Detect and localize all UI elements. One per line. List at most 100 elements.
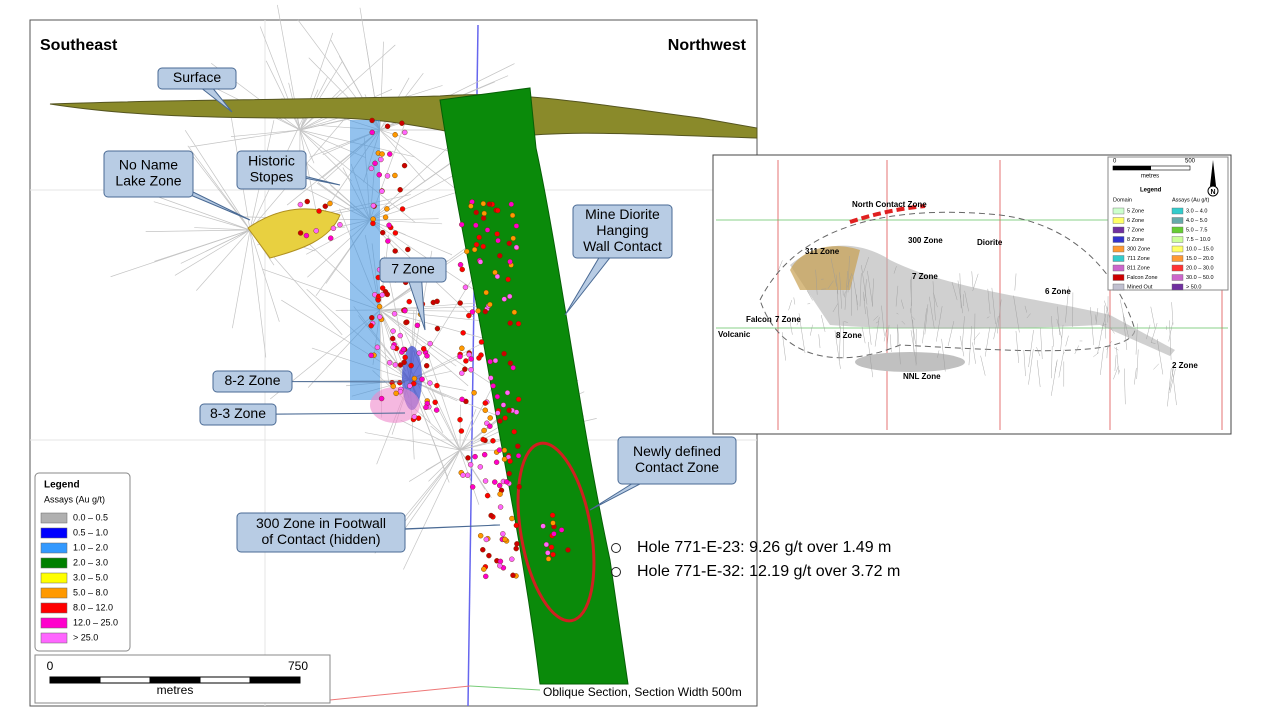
drill-hole bbox=[1171, 302, 1174, 325]
drill-hole bbox=[1150, 342, 1156, 344]
drill-hole bbox=[194, 227, 251, 231]
drill-hole bbox=[1110, 327, 1115, 334]
assay-point bbox=[369, 129, 375, 136]
drill-hole bbox=[1168, 322, 1173, 342]
assay-point bbox=[480, 200, 487, 207]
legend-swatch bbox=[40, 512, 68, 524]
inset-label: NNL Zone bbox=[903, 372, 941, 381]
assay-point bbox=[550, 551, 556, 558]
inset-legend-swatch bbox=[1112, 255, 1125, 262]
section-note: Oblique Section, Section Width 500m bbox=[543, 685, 742, 699]
drill-hole bbox=[961, 316, 965, 351]
drill-hole bbox=[1054, 359, 1058, 373]
inset-legend-label: 7 Zone bbox=[1127, 227, 1144, 233]
drill-hole bbox=[997, 299, 1002, 334]
assay-point bbox=[458, 428, 465, 434]
assay-point bbox=[496, 482, 503, 489]
inset-legend-swatch bbox=[1112, 207, 1125, 215]
assay-point bbox=[481, 427, 487, 434]
callout-text: Surface bbox=[173, 69, 221, 85]
assay-point bbox=[297, 230, 304, 236]
drill-hole bbox=[929, 296, 935, 329]
assay-point bbox=[459, 396, 465, 403]
contact-outline bbox=[759, 211, 1136, 359]
drill-hole bbox=[959, 273, 962, 309]
assay-point bbox=[484, 492, 491, 499]
drill-hole bbox=[793, 297, 796, 305]
callout-text: of Contact (hidden) bbox=[261, 531, 380, 547]
drill-hole bbox=[1014, 273, 1017, 291]
assay-point bbox=[550, 520, 556, 526]
inset-legend-swatch bbox=[1171, 245, 1184, 253]
assay-point bbox=[411, 414, 418, 420]
drill-hole bbox=[847, 255, 850, 293]
drill-hole bbox=[788, 316, 793, 335]
assay-point bbox=[483, 289, 489, 296]
assay-point bbox=[328, 235, 334, 241]
assay-point bbox=[379, 151, 385, 157]
assay-point bbox=[510, 365, 516, 371]
drill-hole bbox=[1026, 313, 1031, 319]
drill-hole bbox=[1065, 286, 1070, 323]
scale-label: 0 bbox=[47, 659, 54, 673]
scale-segment bbox=[149, 676, 201, 684]
drill-hole bbox=[1171, 368, 1177, 406]
drill-hole bbox=[369, 219, 443, 225]
drill-hole bbox=[788, 300, 792, 311]
drill-hole bbox=[1040, 328, 1043, 360]
assay-point bbox=[508, 201, 515, 207]
nnl-zone bbox=[855, 352, 965, 372]
assay-point bbox=[475, 308, 481, 314]
assay-point bbox=[484, 227, 491, 233]
drill-hole bbox=[424, 344, 461, 451]
inset-legend-swatch bbox=[1171, 217, 1184, 224]
inset-legend-label: 4.0 – 5.0 bbox=[1186, 218, 1207, 224]
assay-point bbox=[473, 209, 479, 216]
assay-point bbox=[513, 545, 519, 552]
drill-hole bbox=[987, 288, 991, 314]
assay-point bbox=[419, 376, 425, 382]
zone-311 bbox=[790, 246, 860, 290]
inset-legend-swatch bbox=[1171, 264, 1184, 272]
assay-point bbox=[420, 346, 427, 352]
assay-point bbox=[487, 415, 493, 421]
drill-hole bbox=[299, 129, 319, 222]
assay-point bbox=[497, 563, 503, 569]
assay-point bbox=[370, 220, 376, 227]
legend-label: 8.0 – 12.0 bbox=[73, 602, 113, 612]
callout-box bbox=[157, 67, 237, 90]
drill-hole bbox=[232, 229, 251, 329]
assay-point bbox=[513, 223, 520, 229]
drill-hole bbox=[459, 409, 477, 451]
inset-legend-swatch bbox=[1171, 255, 1184, 262]
assay-point bbox=[387, 151, 393, 157]
drill-hole bbox=[844, 321, 848, 323]
drill-hole bbox=[154, 229, 251, 262]
inset-legend-label: 5 Zone bbox=[1127, 208, 1144, 214]
axis-line bbox=[329, 685, 471, 701]
drill-hole bbox=[1074, 345, 1079, 355]
assay-point bbox=[468, 367, 474, 373]
assay-point bbox=[540, 523, 546, 529]
drill-hole bbox=[986, 316, 990, 319]
assay-point bbox=[497, 418, 503, 424]
north-contact bbox=[849, 204, 926, 224]
assay-point bbox=[505, 276, 511, 283]
drill-hole bbox=[807, 290, 813, 301]
drill-hole bbox=[890, 334, 892, 352]
drill-hole bbox=[379, 309, 503, 392]
assay-point bbox=[402, 308, 408, 314]
assay-point bbox=[368, 165, 375, 172]
assay-point bbox=[496, 447, 503, 453]
inset-legend-label: > 50.0 bbox=[1186, 284, 1201, 290]
assay-point bbox=[408, 362, 414, 369]
assay-point bbox=[378, 395, 385, 402]
assay-point bbox=[392, 172, 398, 179]
drill-hole bbox=[947, 321, 955, 347]
assay-point bbox=[432, 399, 438, 406]
legend-label: 2.0 – 3.0 bbox=[73, 557, 108, 567]
bullet bbox=[611, 543, 621, 553]
assay-point bbox=[374, 344, 381, 351]
